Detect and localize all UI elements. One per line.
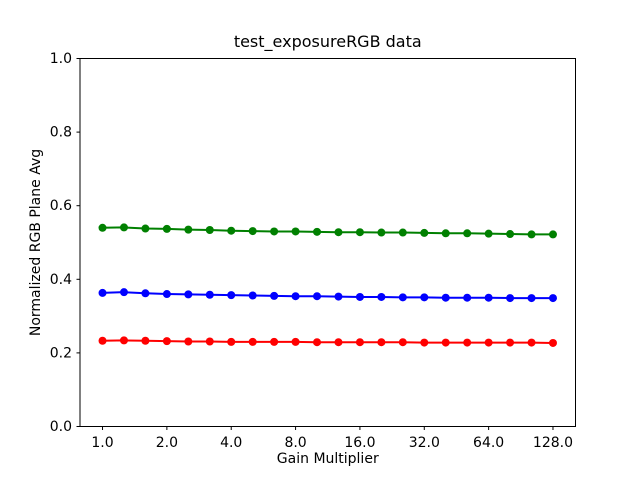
green-plane-point [227, 226, 236, 235]
red-plane-point [270, 337, 279, 346]
blue-plane-point [162, 290, 171, 299]
red-plane-point [184, 337, 193, 346]
green-plane-point [527, 230, 536, 239]
red-plane-point [141, 336, 150, 345]
blue-plane-line [102, 291, 553, 300]
green-plane-point [291, 227, 300, 236]
blue-plane-point [248, 291, 257, 300]
green-plane-point [184, 225, 193, 234]
y-tick-label: 0.6 [50, 198, 72, 214]
green-plane-point [377, 228, 386, 237]
red-plane-point [441, 338, 450, 347]
blue-plane-point [98, 288, 107, 297]
green-plane-line [102, 226, 553, 236]
green-plane-point [248, 227, 257, 236]
red-plane-point [313, 338, 322, 347]
red-plane-point [548, 338, 557, 347]
plot-area: 1.0 2.0 4.0 8.0 16.0 32.0 64.0 128.0 0.0 0.2 0.4 0.… [50, 51, 576, 451]
x-tick-label: 1.0 [91, 435, 113, 451]
red-plane-point [334, 338, 343, 347]
red-plane-point [527, 338, 536, 347]
red-plane-line [102, 339, 553, 344]
red-plane-point [420, 338, 429, 347]
x-tick-label: 64.0 [473, 435, 504, 451]
blue-plane-point [141, 289, 150, 298]
green-plane-point [270, 227, 279, 236]
red-plane-point [463, 338, 472, 347]
red-plane-point [248, 337, 257, 346]
red-plane-point [484, 338, 493, 347]
blue-plane-point [398, 293, 407, 302]
blue-plane-point [227, 291, 236, 300]
x-tick-label: 16.0 [344, 435, 375, 451]
blue-plane-point [506, 294, 515, 303]
green-plane-point [98, 223, 107, 232]
green-plane-point [506, 230, 515, 239]
blue-plane-point [527, 294, 536, 303]
green-plane-point [162, 224, 171, 233]
red-plane-point [291, 337, 300, 346]
y-axis-label: Normalized RGB Plane Avg [28, 149, 44, 336]
red-plane-point [162, 337, 171, 346]
blue-plane-point [441, 293, 450, 302]
blue-plane-point [291, 292, 300, 301]
blue-plane-point [205, 290, 214, 299]
green-plane-point [463, 229, 472, 238]
green-plane-point [205, 225, 214, 234]
y-tick-label: 0.0 [50, 419, 72, 435]
x-tick-label: 2.0 [156, 435, 178, 451]
x-tick-label: 8.0 [284, 435, 306, 451]
green-plane-point [420, 228, 429, 237]
x-tick-label: 128.0 [533, 435, 573, 451]
green-plane-point [334, 228, 343, 237]
chart-title: test_exposureRGB data [234, 32, 422, 52]
y-tick-label: 0.8 [50, 125, 72, 141]
blue-plane-point [548, 294, 557, 303]
blue-plane-point [334, 292, 343, 301]
blue-plane-point [270, 291, 279, 300]
red-plane-point [398, 338, 407, 347]
x-tick-label: 32.0 [409, 435, 440, 451]
green-plane-point [484, 229, 493, 238]
red-plane-point [355, 338, 364, 347]
green-plane-point [548, 230, 557, 239]
blue-plane-point [355, 292, 364, 301]
blue-plane-point [313, 292, 322, 301]
red-plane-point [377, 338, 386, 347]
y-tick-label: 1.0 [50, 51, 72, 67]
red-plane-point [98, 336, 107, 345]
x-tick-label: 4.0 [220, 435, 242, 451]
green-plane-point [141, 224, 150, 233]
green-plane-point [313, 227, 322, 236]
blue-plane-point [184, 290, 193, 299]
blue-plane-point [420, 293, 429, 302]
plot-border [79, 58, 576, 427]
x-axis-label: Gain Multiplier [277, 451, 379, 467]
y-tick-label: 0.4 [50, 272, 72, 288]
green-plane-point [441, 229, 450, 238]
green-plane-point [398, 228, 407, 237]
red-plane-point [205, 337, 214, 346]
y-tick-label: 0.2 [50, 345, 72, 361]
red-plane-point [227, 337, 236, 346]
green-plane-point [355, 228, 364, 237]
red-plane-point [119, 336, 128, 345]
green-plane-point [119, 223, 128, 232]
blue-plane-point [484, 293, 493, 302]
red-plane-point [506, 338, 515, 347]
blue-plane-point [463, 293, 472, 302]
blue-plane-point [119, 288, 128, 297]
blue-plane-point [377, 292, 386, 301]
